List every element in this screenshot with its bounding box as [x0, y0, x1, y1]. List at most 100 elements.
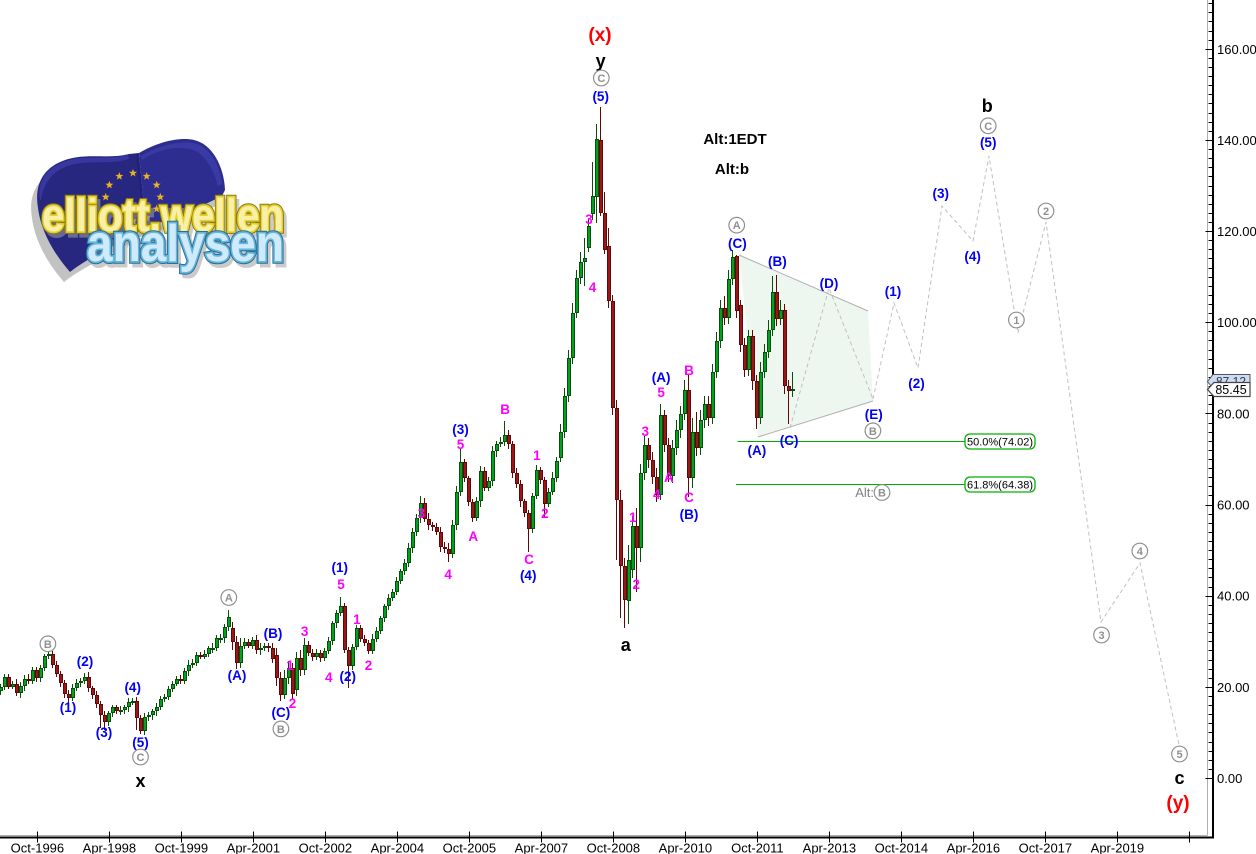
svg-text:(2): (2) [77, 654, 94, 669]
svg-text:3: 3 [641, 424, 649, 439]
svg-text:analysen: analysen [87, 215, 284, 273]
svg-text:Apr-1998: Apr-1998 [83, 841, 136, 854]
svg-text:C: C [137, 752, 145, 764]
svg-text:(A): (A) [652, 370, 671, 385]
svg-text:(C): (C) [780, 433, 799, 448]
svg-text:(A): (A) [748, 443, 767, 458]
svg-text:4: 4 [325, 670, 333, 685]
svg-text:C: C [684, 490, 694, 505]
svg-text:Oct-2017: Oct-2017 [1019, 841, 1072, 854]
svg-text:1: 1 [1013, 315, 1019, 327]
svg-text:(3): (3) [96, 725, 113, 740]
svg-text:Oct-2011: Oct-2011 [731, 841, 784, 854]
svg-text:Apr-2019: Apr-2019 [1091, 841, 1144, 854]
svg-text:(D): (D) [820, 276, 839, 291]
svg-text:50.0%(74.02): 50.0%(74.02) [967, 436, 1033, 448]
svg-text:1: 1 [286, 658, 294, 673]
svg-text:Alt:1EDT: Alt:1EDT [703, 131, 766, 148]
svg-text:(1): (1) [60, 700, 77, 715]
svg-text:61.8%(64.38): 61.8%(64.38) [967, 479, 1033, 491]
svg-text:3: 3 [301, 624, 309, 639]
svg-text:A: A [468, 529, 478, 544]
svg-text:100.00: 100.00 [1217, 315, 1256, 330]
svg-text:Alt:: Alt: [855, 485, 874, 500]
svg-text:b: b [982, 96, 993, 116]
svg-text:3: 3 [585, 212, 593, 227]
svg-text:elliott,wellen: elliott,wellen [45, 193, 287, 245]
svg-text:elliott,wellen: elliott,wellen [42, 189, 284, 241]
svg-text:(4): (4) [520, 568, 537, 583]
svg-text:(2): (2) [340, 669, 357, 684]
svg-text:(3): (3) [452, 422, 469, 437]
svg-text:1: 1 [533, 448, 541, 463]
svg-text:1: 1 [353, 612, 361, 627]
svg-text:(2): (2) [908, 376, 925, 391]
svg-text:3: 3 [418, 506, 426, 521]
svg-text:Apr-2001: Apr-2001 [227, 841, 280, 854]
svg-text:5: 5 [457, 437, 465, 452]
svg-text:B: B [44, 639, 52, 651]
svg-text:(1): (1) [332, 560, 349, 575]
svg-text:(y): (y) [1166, 793, 1189, 814]
svg-text:5: 5 [337, 577, 345, 592]
svg-text:Oct-1996: Oct-1996 [11, 841, 64, 854]
svg-text:40.00: 40.00 [1217, 589, 1250, 604]
svg-text:5: 5 [1176, 749, 1182, 761]
svg-text:A: A [225, 593, 233, 605]
svg-text:x: x [135, 771, 145, 791]
svg-text:(C): (C) [272, 705, 291, 720]
svg-text:A: A [664, 470, 674, 485]
svg-text:(B): (B) [264, 626, 283, 641]
svg-text:B: B [684, 363, 694, 378]
svg-text:Apr-2010: Apr-2010 [659, 841, 712, 854]
svg-text:85.45: 85.45 [1215, 383, 1246, 397]
svg-text:4: 4 [1137, 546, 1144, 558]
svg-text:(4): (4) [124, 680, 141, 695]
svg-text:Alt:b: Alt:b [715, 161, 749, 178]
svg-text:5: 5 [657, 385, 665, 400]
svg-text:1: 1 [629, 510, 637, 525]
svg-text:A: A [733, 220, 741, 232]
svg-text:analysen: analysen [90, 219, 287, 277]
svg-text:140.00: 140.00 [1217, 133, 1256, 148]
svg-text:Oct-2005: Oct-2005 [443, 841, 496, 854]
svg-text:analysen: analysen [87, 215, 284, 273]
svg-text:analysen: analysen [87, 215, 284, 273]
svg-text:80.00: 80.00 [1217, 406, 1250, 421]
svg-text:Apr-2004: Apr-2004 [371, 841, 424, 854]
svg-text:Oct-1999: Oct-1999 [155, 841, 208, 854]
svg-text:B: B [869, 426, 877, 438]
svg-text:160.00: 160.00 [1217, 42, 1256, 57]
svg-text:Apr-2013: Apr-2013 [803, 841, 856, 854]
svg-text:Apr-2016: Apr-2016 [947, 841, 1000, 854]
svg-text:Oct-2014: Oct-2014 [875, 841, 928, 854]
svg-text:3: 3 [1098, 630, 1104, 642]
svg-text:(C): (C) [728, 236, 747, 251]
svg-text:B: B [500, 402, 510, 417]
svg-text:4: 4 [589, 280, 597, 295]
svg-text:(1): (1) [885, 284, 902, 299]
svg-text:4: 4 [653, 487, 661, 502]
svg-text:(3): (3) [933, 186, 950, 201]
svg-text:C: C [984, 121, 992, 133]
svg-text:2: 2 [633, 577, 641, 592]
svg-text:(B): (B) [768, 254, 787, 269]
svg-text:(A): (A) [228, 668, 247, 683]
svg-text:2: 2 [365, 658, 373, 673]
svg-text:(5): (5) [592, 89, 609, 104]
svg-text:elliott,wellen: elliott,wellen [42, 189, 284, 241]
svg-text:y: y [596, 51, 606, 71]
svg-text:c: c [1174, 768, 1184, 788]
svg-text:a: a [621, 635, 632, 655]
svg-text:2: 2 [541, 506, 549, 521]
svg-text:Apr-2007: Apr-2007 [515, 841, 568, 854]
svg-text:2: 2 [1043, 206, 1049, 218]
svg-text:(E): (E) [865, 407, 883, 422]
svg-text:(x): (x) [588, 25, 611, 46]
svg-text:60.00: 60.00 [1217, 498, 1250, 513]
svg-text:Oct-2002: Oct-2002 [299, 841, 352, 854]
svg-text:2: 2 [289, 696, 297, 711]
svg-text:(B): (B) [680, 507, 699, 522]
svg-text:20.00: 20.00 [1217, 680, 1250, 695]
svg-text:120.00: 120.00 [1217, 224, 1256, 239]
